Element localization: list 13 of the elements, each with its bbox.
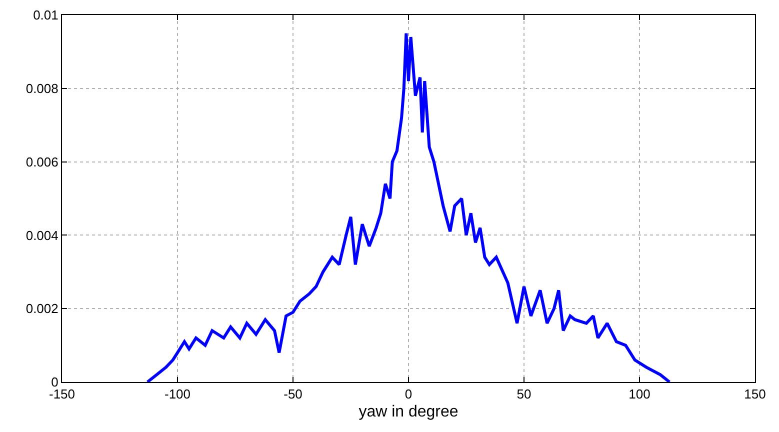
y-tick-label: 0.004	[26, 228, 58, 243]
x-tick-label: 100	[628, 386, 650, 402]
x-tick-label: 150	[744, 386, 766, 402]
line-series	[146, 32, 672, 382]
x-tick-label: -50	[284, 386, 302, 402]
y-tick-label: 0.006	[26, 154, 58, 170]
x-tick-label: -100	[164, 386, 191, 402]
x-axis-title: yaw in degree	[358, 403, 458, 420]
x-tick-label: 50	[516, 386, 532, 402]
x-tick-label: 0	[404, 386, 412, 402]
y-tick-label: 0.002	[26, 301, 58, 316]
y-tick-label: 0.008	[26, 80, 58, 96]
y-tick-label: 0.01	[33, 8, 58, 23]
